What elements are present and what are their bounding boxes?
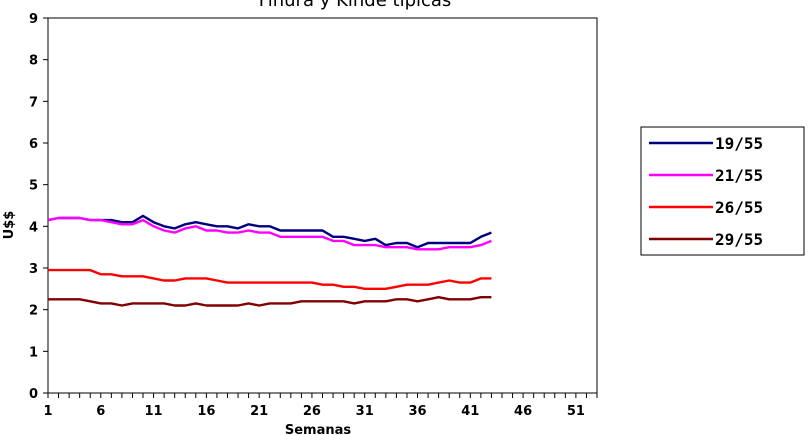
series-line-21-55 <box>47 216 492 251</box>
x-tick-label: 1 <box>43 404 52 419</box>
x-tick-label: 21 <box>250 404 268 419</box>
legend-label-29-55: 29/55 <box>715 230 763 249</box>
y-tick-label: 1 <box>29 345 38 360</box>
y-tick-label: 8 <box>29 54 38 69</box>
legend-box <box>640 126 805 256</box>
y-tick-label: 9 <box>29 12 38 27</box>
y-tick-label: 5 <box>29 179 38 194</box>
y-tick-label: 4 <box>29 220 38 235</box>
x-tick-label: 41 <box>461 404 479 419</box>
y-tick-label: 0 <box>29 387 38 402</box>
series-line-26-55 <box>48 268 492 290</box>
y-axis-title: U$$ <box>2 211 17 240</box>
legend-label-19-55: 19/55 <box>715 134 763 153</box>
y-tick-label: 6 <box>29 137 38 152</box>
legend-label-26-55: 26/55 <box>715 198 763 217</box>
y-tick-label: 3 <box>29 262 38 277</box>
series-line-29-55 <box>48 296 492 307</box>
legend: 19/55 21/55 26/55 29/55 <box>640 126 805 256</box>
x-tick-label: 31 <box>356 404 374 419</box>
y-tick-label: 7 <box>29 95 38 110</box>
chart-title: Finura y Kinde típicas <box>259 0 452 11</box>
series-line-19-55 <box>47 214 492 249</box>
legend-label-21-55: 21/55 <box>715 166 763 185</box>
y-tick-label: 2 <box>29 304 38 319</box>
x-tick-label: 36 <box>408 404 426 419</box>
x-tick-label: 46 <box>514 404 532 419</box>
x-axis-title: Semanas <box>285 423 352 435</box>
x-tick-label: 51 <box>567 404 585 419</box>
plot-frame <box>47 17 598 394</box>
x-tick-label: 26 <box>303 404 321 419</box>
x-tick-label: 6 <box>96 404 105 419</box>
x-tick-label: 16 <box>197 404 215 419</box>
x-tick-label: 11 <box>145 404 163 419</box>
